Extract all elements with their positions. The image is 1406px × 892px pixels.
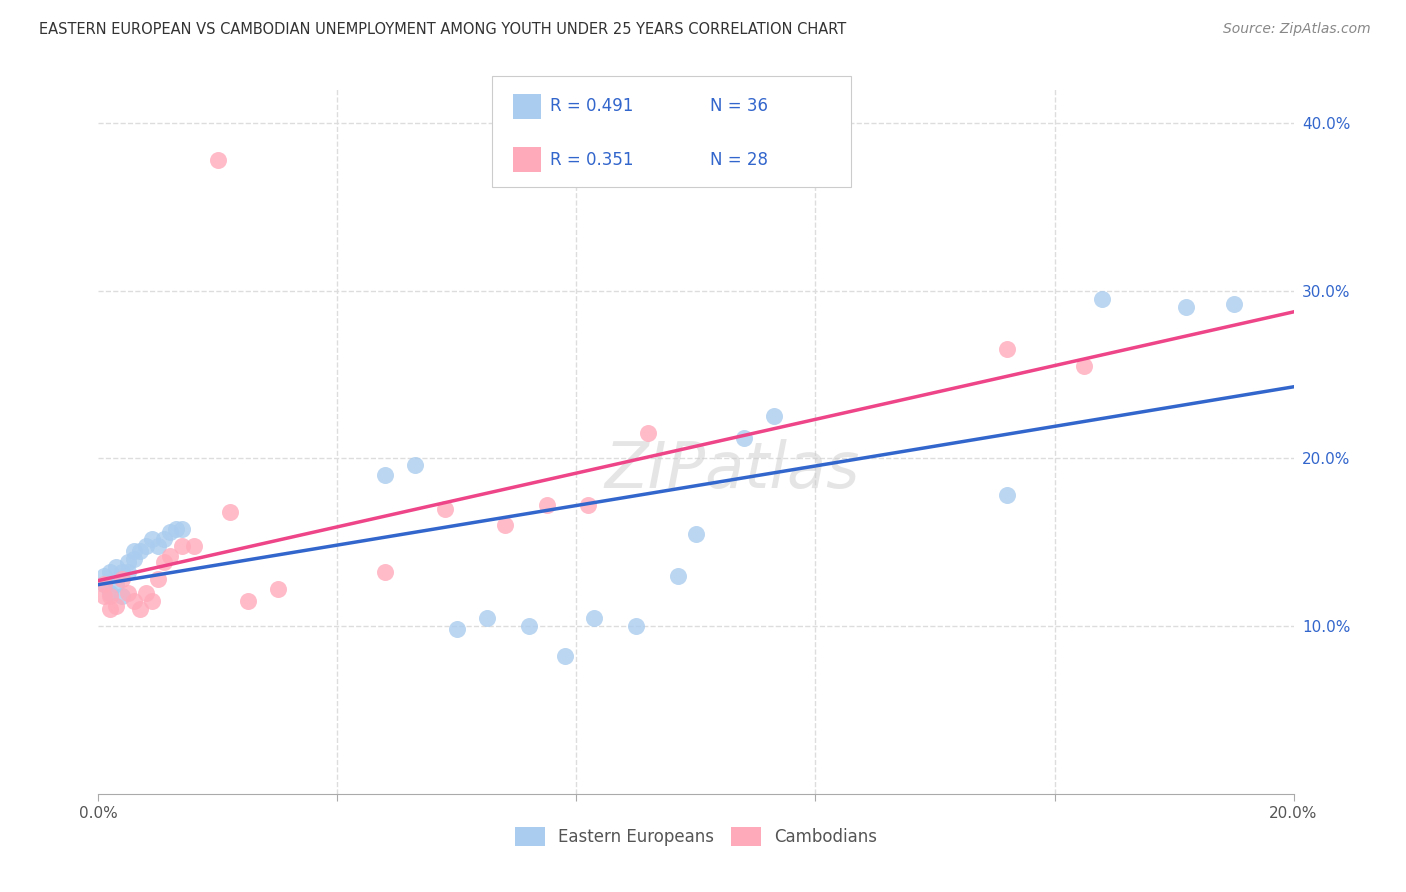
Point bbox=[404, 458, 426, 472]
Point bbox=[446, 623, 468, 637]
Point bbox=[637, 426, 659, 441]
Point bbox=[434, 501, 457, 516]
Point bbox=[93, 577, 115, 591]
Point bbox=[93, 577, 115, 591]
Point bbox=[135, 585, 157, 599]
Point bbox=[105, 577, 128, 591]
Point bbox=[153, 532, 176, 546]
Point bbox=[141, 594, 163, 608]
Point bbox=[98, 589, 122, 603]
Point bbox=[117, 555, 139, 569]
Point bbox=[117, 566, 139, 580]
Point bbox=[124, 543, 146, 558]
Point bbox=[666, 568, 689, 582]
Point bbox=[93, 568, 115, 582]
Point bbox=[111, 566, 134, 580]
Point bbox=[219, 505, 242, 519]
Point bbox=[117, 585, 139, 599]
Point bbox=[1091, 292, 1114, 306]
Point bbox=[153, 555, 176, 569]
Point bbox=[105, 560, 128, 574]
Point bbox=[124, 552, 146, 566]
Point bbox=[172, 539, 194, 553]
Point bbox=[685, 526, 707, 541]
Text: ZIPatlas: ZIPatlas bbox=[605, 439, 859, 500]
Text: EASTERN EUROPEAN VS CAMBODIAN UNEMPLOYMENT AMONG YOUTH UNDER 25 YEARS CORRELATIO: EASTERN EUROPEAN VS CAMBODIAN UNEMPLOYME… bbox=[39, 22, 846, 37]
Text: N = 28: N = 28 bbox=[710, 151, 768, 169]
Point bbox=[475, 611, 498, 625]
Point bbox=[148, 539, 170, 553]
Point bbox=[172, 522, 194, 536]
Point bbox=[159, 549, 181, 563]
Point bbox=[494, 518, 516, 533]
Point bbox=[93, 589, 115, 603]
Point bbox=[141, 532, 163, 546]
Text: N = 36: N = 36 bbox=[710, 97, 768, 115]
Point bbox=[165, 522, 187, 536]
Point bbox=[98, 602, 122, 616]
Point bbox=[733, 431, 755, 445]
Point bbox=[374, 468, 396, 483]
Point bbox=[267, 582, 290, 597]
Point bbox=[1175, 301, 1198, 315]
Point bbox=[762, 409, 785, 424]
Point bbox=[159, 525, 181, 540]
Point bbox=[536, 498, 558, 512]
Point bbox=[98, 566, 122, 580]
Point bbox=[135, 539, 157, 553]
Point bbox=[995, 343, 1018, 357]
Point bbox=[578, 498, 600, 512]
Text: R = 0.491: R = 0.491 bbox=[550, 97, 633, 115]
Point bbox=[124, 594, 146, 608]
Point bbox=[995, 488, 1018, 502]
Point bbox=[129, 602, 152, 616]
Point bbox=[207, 153, 229, 167]
Point bbox=[183, 539, 205, 553]
Point bbox=[111, 589, 134, 603]
Text: Source: ZipAtlas.com: Source: ZipAtlas.com bbox=[1223, 22, 1371, 37]
Point bbox=[148, 572, 170, 586]
Legend: Eastern Europeans, Cambodians: Eastern Europeans, Cambodians bbox=[508, 820, 884, 853]
Point bbox=[1073, 359, 1095, 373]
Point bbox=[111, 572, 134, 586]
Text: R = 0.351: R = 0.351 bbox=[550, 151, 633, 169]
Point bbox=[105, 599, 128, 613]
Point bbox=[554, 649, 576, 664]
Point bbox=[1223, 297, 1246, 311]
Point bbox=[374, 566, 396, 580]
Point bbox=[517, 619, 540, 633]
Point bbox=[583, 611, 606, 625]
Point bbox=[626, 619, 648, 633]
Point bbox=[236, 594, 259, 608]
Point bbox=[129, 543, 152, 558]
Point bbox=[98, 585, 122, 599]
